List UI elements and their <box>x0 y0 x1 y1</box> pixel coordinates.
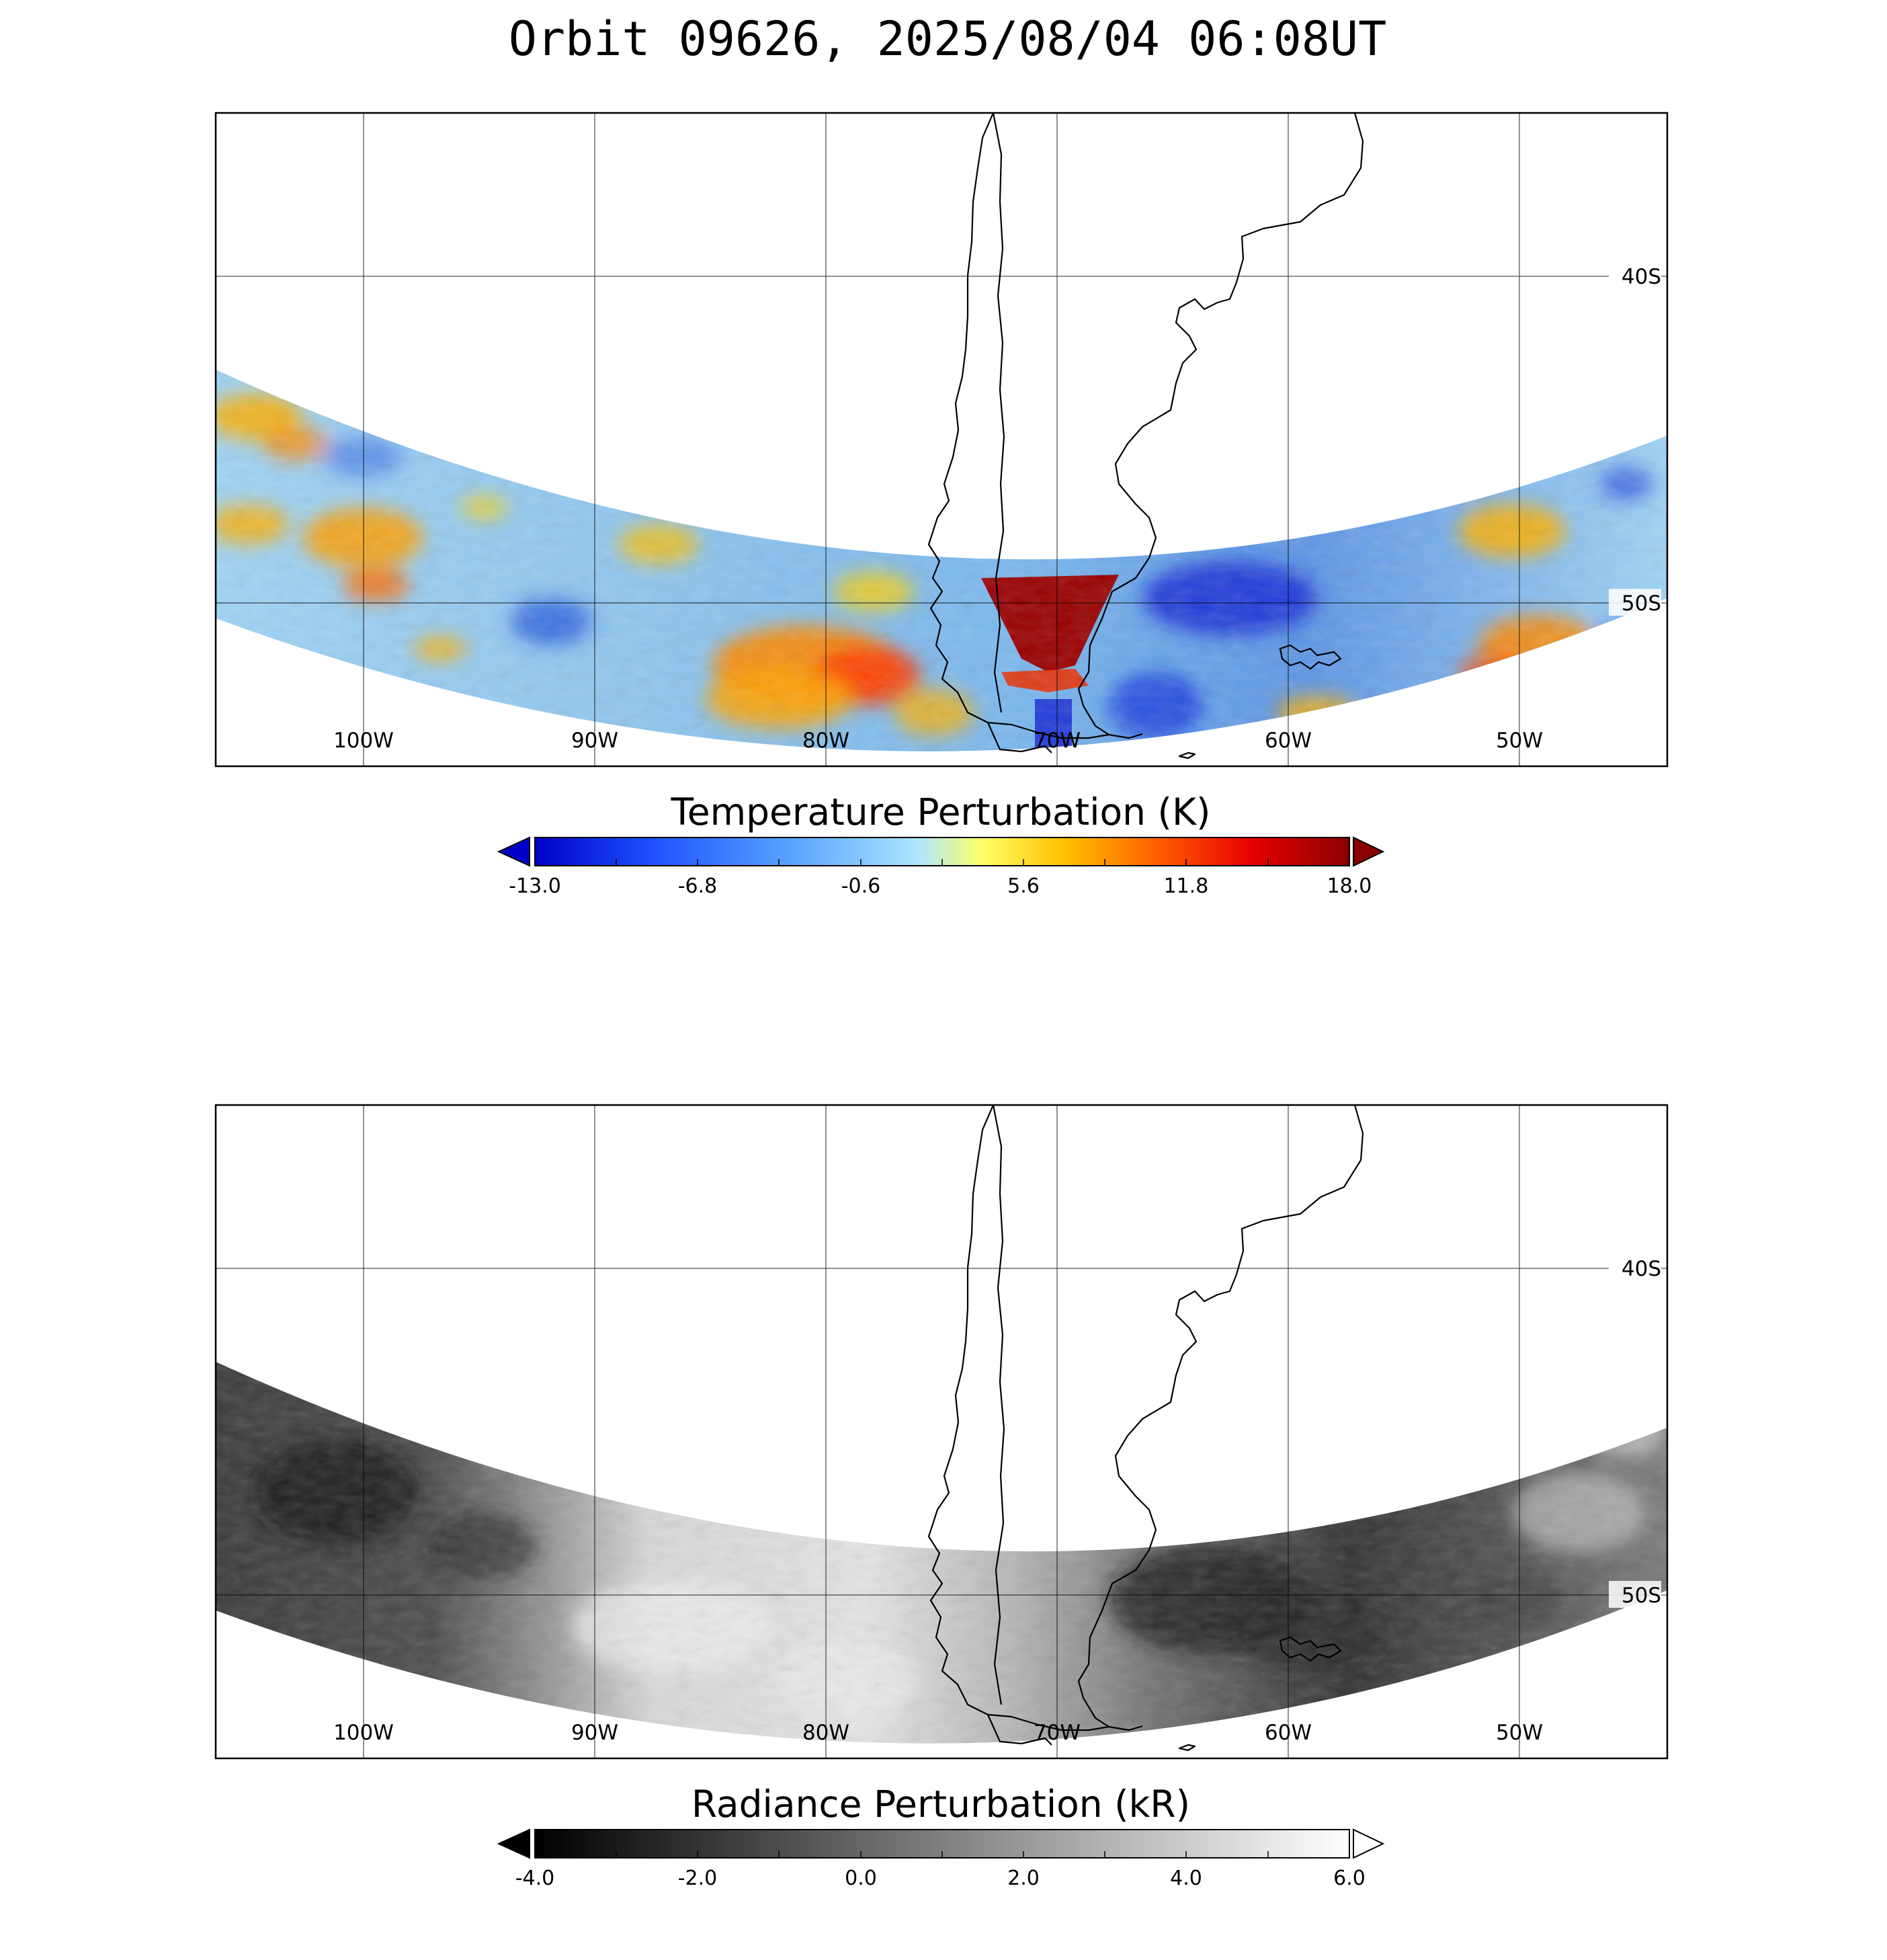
tick-rad-5: 6.0 <box>1333 1867 1366 1890</box>
lon-label-80w: 80W <box>802 1721 849 1745</box>
tick-temp-3: 5.6 <box>1007 874 1040 898</box>
lat-label-40s: 40S <box>1622 265 1661 289</box>
lon-label-70w: 70W <box>1034 729 1081 753</box>
tick-rad-4: 4.0 <box>1170 1867 1202 1890</box>
under-arrow-temperature <box>497 836 530 867</box>
lon-label-100w: 100W <box>333 729 394 753</box>
over-arrow-temperature <box>1353 836 1385 867</box>
tick-temp-0: -13.0 <box>509 874 561 898</box>
lon-label-80w: 80W <box>802 729 849 753</box>
over-arrow-radiance <box>1353 1828 1385 1859</box>
lon-label-90w: 90W <box>571 1721 618 1745</box>
tick-rad-0: -4.0 <box>515 1867 555 1890</box>
figure-title: Orbit 09626, 2025/08/04 06:08UT <box>509 11 1386 67</box>
under-arrow-radiance <box>497 1828 530 1859</box>
map-frame <box>214 112 1669 768</box>
radiance-map-panel: 100W 90W 80W 70W 60W 50W 40S 50S <box>214 1104 1669 1760</box>
colorbar-label-temperature: Temperature Perturbation (K) <box>670 790 1210 833</box>
lon-label-60w: 60W <box>1265 729 1312 753</box>
lon-label-100w: 100W <box>333 1721 394 1745</box>
lon-label-70w: 70W <box>1034 1721 1081 1745</box>
lat-label-40s: 40S <box>1622 1257 1661 1281</box>
tick-rad-3: 2.0 <box>1007 1867 1040 1890</box>
tick-rad-1: -2.0 <box>678 1867 718 1890</box>
lon-label-90w: 90W <box>571 729 618 753</box>
lon-label-50w: 50W <box>1496 729 1543 753</box>
tick-temp-2: -0.6 <box>841 874 881 898</box>
map-frame <box>214 1104 1669 1760</box>
radiance-colorbar: Radiance Perturbation (kR) -4.0 -2.0 0.0… <box>497 1783 1385 1890</box>
tick-rad-2: 0.0 <box>845 1867 877 1890</box>
temperature-colorbar: Temperature Perturbation (K) -13.0 -6.8 … <box>497 790 1385 898</box>
tick-temp-5: 18.0 <box>1327 874 1372 898</box>
lon-label-60w: 60W <box>1265 1721 1312 1745</box>
lat-label-50s: 50S <box>1622 591 1661 616</box>
lon-label-50w: 50W <box>1496 1721 1543 1745</box>
colorbar-gradient-temperature <box>534 837 1350 866</box>
tick-temp-4: 11.8 <box>1164 874 1209 898</box>
tick-temp-1: -6.8 <box>678 874 718 898</box>
colorbar-label-radiance: Radiance Perturbation (kR) <box>691 1783 1190 1826</box>
temperature-map-panel: 100W 90W 80W 70W 60W 50W 40S 50S <box>214 112 1669 768</box>
lat-label-50s: 50S <box>1622 1584 1661 1608</box>
